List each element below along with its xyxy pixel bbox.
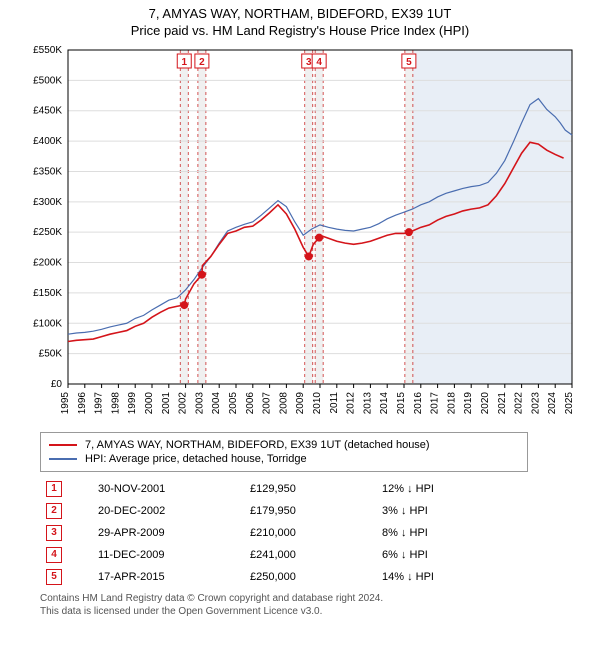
table-row: 2 20-DEC-2002£179,9503% ↓ HPI: [40, 500, 530, 522]
svg-text:2010: 2010: [312, 392, 323, 415]
attribution-line2: This data is licensed under the Open Gov…: [40, 605, 580, 618]
legend-label-property: 7, AMYAS WAY, NORTHAM, BIDEFORD, EX39 1U…: [85, 439, 430, 451]
svg-text:2017: 2017: [430, 392, 441, 415]
svg-text:1: 1: [181, 57, 187, 68]
svg-text:2007: 2007: [262, 392, 273, 415]
svg-text:2001: 2001: [161, 392, 172, 415]
svg-text:£200K: £200K: [33, 258, 62, 269]
legend-row-hpi: HPI: Average price, detached house, Torr…: [49, 453, 519, 465]
svg-text:2015: 2015: [396, 392, 407, 415]
svg-text:2012: 2012: [346, 392, 357, 415]
svg-text:1995: 1995: [60, 392, 71, 415]
svg-text:1997: 1997: [94, 392, 105, 415]
svg-text:1998: 1998: [110, 392, 121, 415]
svg-text:3: 3: [306, 57, 312, 68]
svg-text:2008: 2008: [278, 392, 289, 415]
svg-text:2018: 2018: [446, 392, 457, 415]
sale-diff: 3% ↓ HPI: [376, 500, 530, 522]
attribution: Contains HM Land Registry data © Crown c…: [40, 592, 580, 618]
table-row: 1 30-NOV-2001£129,95012% ↓ HPI: [40, 478, 530, 500]
svg-text:2011: 2011: [329, 392, 340, 414]
svg-text:£450K: £450K: [33, 106, 62, 117]
sale-diff: 14% ↓ HPI: [376, 566, 530, 588]
sales-table: 1 30-NOV-2001£129,95012% ↓ HPI 2 20-DEC-200…: [40, 478, 530, 588]
table-row: 5 17-APR-2015£250,00014% ↓ HPI: [40, 566, 530, 588]
svg-text:2025: 2025: [564, 392, 575, 415]
sale-marker: 4: [46, 547, 62, 563]
price-chart: £0 £50K £100K £150K £200K £250K £300K £350K £400…: [20, 44, 580, 424]
title-subtitle: Price paid vs. HM Land Registry's House …: [4, 23, 596, 38]
svg-text:£150K: £150K: [33, 288, 62, 299]
table-row: 3 29-APR-2009£210,0008% ↓ HPI: [40, 522, 530, 544]
chart-svg: £0 £50K £100K £150K £200K £250K £300K £350K £400…: [20, 44, 580, 424]
svg-text:2014: 2014: [379, 392, 390, 415]
svg-text:2009: 2009: [295, 392, 306, 415]
svg-text:£50K: £50K: [39, 349, 63, 360]
sale-date: 30-NOV-2001: [92, 478, 244, 500]
svg-text:£0: £0: [51, 379, 63, 390]
svg-text:2003: 2003: [194, 392, 205, 415]
sale-date: 20-DEC-2002: [92, 500, 244, 522]
svg-text:2000: 2000: [144, 392, 155, 415]
svg-text:1999: 1999: [127, 392, 138, 415]
svg-text:£100K: £100K: [33, 318, 62, 329]
sale-price: £210,000: [244, 522, 376, 544]
sale-price: £129,950: [244, 478, 376, 500]
svg-text:2006: 2006: [245, 392, 256, 415]
svg-text:£350K: £350K: [33, 166, 62, 177]
sale-date: 29-APR-2009: [92, 522, 244, 544]
svg-text:2002: 2002: [178, 392, 189, 415]
table-row: 4 11-DEC-2009£241,0006% ↓ HPI: [40, 544, 530, 566]
svg-text:2022: 2022: [514, 392, 525, 415]
svg-text:2013: 2013: [362, 392, 373, 415]
sale-price: £241,000: [244, 544, 376, 566]
sale-marker: 5: [46, 569, 62, 585]
svg-text:2016: 2016: [413, 392, 424, 415]
attribution-line1: Contains HM Land Registry data © Crown c…: [40, 592, 580, 605]
legend-swatch-property: [49, 444, 77, 446]
sale-date: 17-APR-2015: [92, 566, 244, 588]
sale-marker: 2: [46, 503, 62, 519]
sale-marker: 3: [46, 525, 62, 541]
svg-text:2005: 2005: [228, 392, 239, 415]
sale-price: £179,950: [244, 500, 376, 522]
svg-text:2021: 2021: [497, 392, 508, 415]
svg-text:2023: 2023: [530, 392, 541, 415]
svg-text:2019: 2019: [463, 392, 474, 415]
svg-text:£250K: £250K: [33, 227, 62, 238]
svg-text:5: 5: [406, 57, 412, 68]
sale-price: £250,000: [244, 566, 376, 588]
legend-swatch-hpi: [49, 458, 77, 460]
svg-text:2: 2: [199, 57, 205, 68]
svg-text:£550K: £550K: [33, 45, 62, 56]
title-address: 7, AMYAS WAY, NORTHAM, BIDEFORD, EX39 1U…: [4, 6, 596, 21]
legend-label-hpi: HPI: Average price, detached house, Torr…: [85, 453, 307, 465]
svg-text:£500K: £500K: [33, 75, 62, 86]
sale-diff: 6% ↓ HPI: [376, 544, 530, 566]
svg-text:1996: 1996: [77, 392, 88, 415]
page-root: 7, AMYAS WAY, NORTHAM, BIDEFORD, EX39 1U…: [0, 0, 600, 618]
svg-text:4: 4: [316, 57, 322, 68]
sale-diff: 12% ↓ HPI: [376, 478, 530, 500]
sale-date: 11-DEC-2009: [92, 544, 244, 566]
svg-text:£300K: £300K: [33, 197, 62, 208]
svg-text:2004: 2004: [211, 392, 222, 415]
sale-diff: 8% ↓ HPI: [376, 522, 530, 544]
legend: 7, AMYAS WAY, NORTHAM, BIDEFORD, EX39 1U…: [40, 432, 528, 472]
legend-row-property: 7, AMYAS WAY, NORTHAM, BIDEFORD, EX39 1U…: [49, 439, 519, 451]
svg-text:£400K: £400K: [33, 136, 62, 147]
sale-marker: 1: [46, 481, 62, 497]
title-block: 7, AMYAS WAY, NORTHAM, BIDEFORD, EX39 1U…: [0, 0, 600, 40]
svg-text:2024: 2024: [547, 392, 558, 415]
svg-text:2020: 2020: [480, 392, 491, 415]
